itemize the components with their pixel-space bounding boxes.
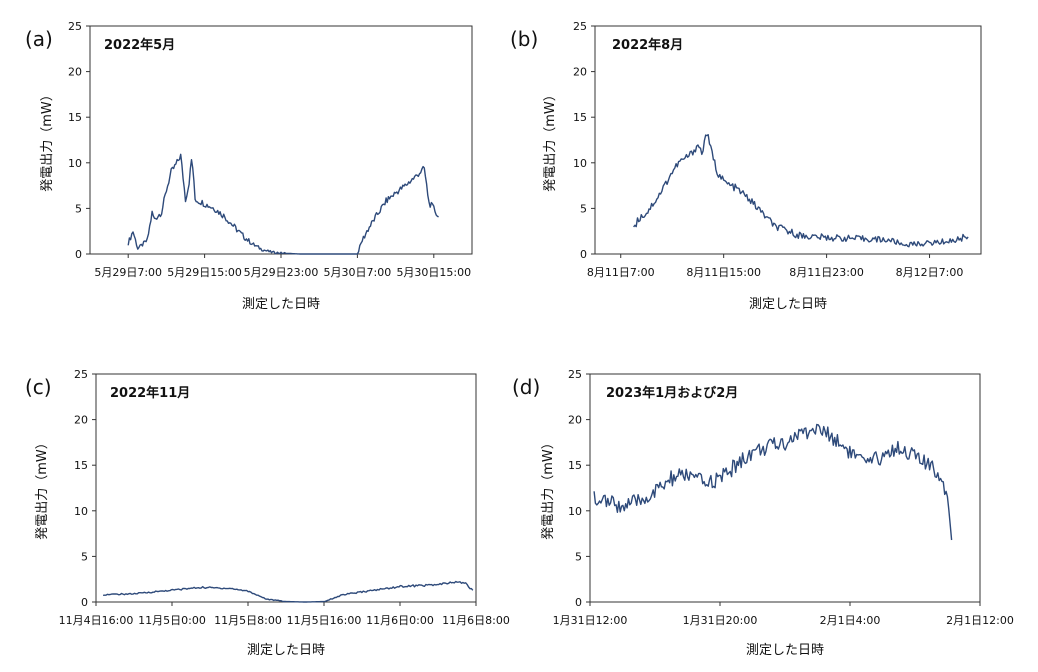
- panel-label: (b): [510, 27, 538, 51]
- y-tick-label: 5: [75, 202, 82, 215]
- x-axis-label: 測定した日時: [749, 297, 827, 312]
- y-tick-label: 0: [575, 596, 582, 609]
- y-axis-label: 発電出力（mW）: [541, 436, 556, 540]
- y-tick-label: 0: [580, 248, 587, 261]
- x-tick-label: 5月29日23:00: [244, 266, 319, 279]
- x-tick-label: 5月30日7:00: [324, 266, 392, 279]
- x-tick-label: 11月5日8:00: [214, 614, 282, 627]
- series-line: [633, 133, 969, 248]
- y-tick-label: 15: [568, 459, 582, 472]
- x-tick-label: 5月30日15:00: [396, 266, 471, 279]
- x-tick-label: 11月5日0:00: [138, 614, 206, 627]
- panel-label: (a): [25, 27, 53, 51]
- y-ticks: 0 5 10 15 20 25: [573, 20, 595, 261]
- plot-frame: [594, 25, 982, 255]
- panel-d: (d) 2023年1月および2月 測定した日時 発電出力（mW） 0 5 10 15 2…: [512, 368, 1014, 658]
- panel-label: (c): [25, 375, 52, 399]
- panel-a: (a) 2022年5月 測定した日時 発電出力（mW） 0 5 10 15 20 25 5…: [25, 20, 473, 312]
- series-lines: [103, 580, 474, 603]
- y-tick-label: 20: [68, 66, 82, 79]
- x-tick-label: 11月6日8:00: [442, 614, 510, 627]
- x-ticks: 11月4日16:00 11月5日0:00 11月5日8:00 11月5日16:00 11…: [59, 602, 510, 627]
- series-line: [103, 580, 474, 603]
- y-tick-label: 5: [81, 550, 88, 563]
- y-tick-label: 15: [573, 111, 587, 124]
- series-lines: [593, 423, 953, 541]
- panel-c: (c) 2022年11月 測定した日時 発電出力（mW） 0510152025 …: [25, 368, 510, 658]
- x-tick-label: 11月4日16:00: [59, 614, 134, 627]
- y-axis-label: 発電出力（mW）: [35, 436, 50, 540]
- plot-frame: [89, 25, 473, 255]
- y-tick-label: 25: [74, 368, 88, 381]
- y-tick-label: 25: [573, 20, 587, 33]
- x-ticks: 5月29日7:00 5月29日15:00 5月29日23:00 5月30日7:00 5月…: [94, 254, 471, 279]
- y-tick-label: 10: [568, 505, 582, 518]
- plot-frame: [589, 373, 981, 603]
- y-tick-label: 25: [68, 20, 82, 33]
- x-tick-label: 11月6日0:00: [366, 614, 434, 627]
- x-tick-label: 8月12日7:00: [896, 266, 964, 279]
- y-tick-label: 5: [580, 202, 587, 215]
- x-tick-label: 11月5日16:00: [287, 614, 362, 627]
- y-tick-label: 10: [573, 157, 587, 170]
- x-tick-label: 8月11日23:00: [789, 266, 864, 279]
- y-ticks: 0 5 10 15 20 25: [74, 368, 96, 609]
- y-tick-label: 25: [568, 368, 582, 381]
- panel-b: (b) 2022年8月 測定した日時 発電出力（mW） 0 5 10 15 20 25 8…: [510, 20, 982, 312]
- x-ticks: 8月11日7:00 8月11日15:00 8月11日23:00 8月12日7:00: [587, 254, 964, 279]
- series-line: [593, 423, 953, 541]
- y-axis-label: 発電出力（mW）: [40, 88, 55, 192]
- x-tick-label: 2月1日12:00: [946, 614, 1014, 627]
- series-line: [127, 153, 439, 255]
- series-lines: [633, 133, 969, 248]
- y-tick-label: 20: [74, 414, 88, 427]
- chart-title: 2022年5月: [104, 37, 175, 53]
- x-tick-label: 5月29日7:00: [94, 266, 162, 279]
- plot-frame: [95, 373, 477, 603]
- x-axis-label: 測定した日時: [746, 643, 824, 658]
- y-tick-label: 20: [573, 66, 587, 79]
- chart-title: 2022年11月: [110, 385, 190, 401]
- y-tick-label: 0: [81, 596, 88, 609]
- x-tick-label: 1月31日12:00: [553, 614, 628, 627]
- x-tick-label: 5月29日15:00: [167, 266, 242, 279]
- series-lines: [127, 153, 439, 255]
- y-tick-label: 10: [74, 505, 88, 518]
- x-axis-label: 測定した日時: [247, 643, 325, 658]
- x-ticks: 1月31日12:00 1月31日20:00 2月1日4:00 2月1日12:00: [553, 602, 1014, 627]
- chart-title: 2023年1月および2月: [606, 385, 738, 401]
- y-tick-label: 0: [75, 248, 82, 261]
- panel-label: (d): [512, 375, 540, 399]
- y-ticks: 0 5 10 15 20 25: [68, 20, 90, 261]
- y-axis-label: 発電出力（mW）: [543, 88, 558, 192]
- y-tick-label: 20: [568, 414, 582, 427]
- y-tick-label: 10: [68, 157, 82, 170]
- chart-title: 2022年8月: [612, 37, 683, 53]
- y-ticks: 0 5 10 15 20 25: [568, 368, 590, 609]
- x-tick-label: 8月11日7:00: [587, 266, 655, 279]
- x-tick-label: 1月31日20:00: [683, 614, 758, 627]
- x-tick-label: 8月11日15:00: [686, 266, 761, 279]
- x-axis-label: 測定した日時: [242, 297, 320, 312]
- y-tick-label: 15: [74, 459, 88, 472]
- y-tick-label: 15: [68, 111, 82, 124]
- x-tick-label: 2月1日4:00: [820, 614, 881, 627]
- y-tick-label: 5: [575, 550, 582, 563]
